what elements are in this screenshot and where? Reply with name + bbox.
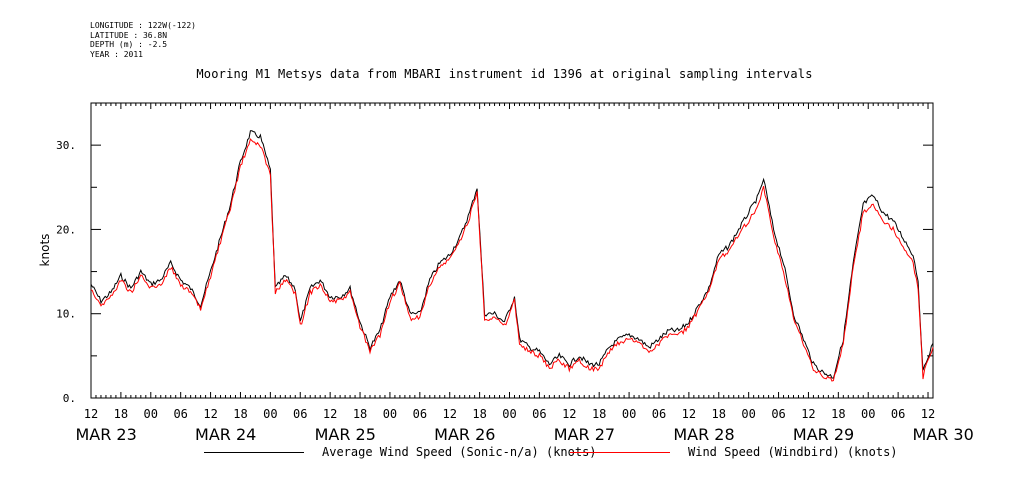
x-date-label: MAR 30 [912, 425, 973, 444]
x-hour-tick-label: 00 [144, 407, 158, 421]
x-hour-tick-label: 12 [84, 407, 98, 421]
x-hour-tick-label: 18 [712, 407, 726, 421]
x-hour-tick-label: 18 [353, 407, 367, 421]
x-date-label: MAR 23 [75, 425, 136, 444]
x-hour-tick-label: 00 [622, 407, 636, 421]
series-line-1 [90, 138, 934, 382]
x-hour-tick-label: 12 [442, 407, 456, 421]
x-hour-tick-label: 12 [562, 407, 576, 421]
chart-title: Mooring M1 Metsys data from MBARI instru… [196, 67, 813, 81]
x-hour-tick-label: 00 [861, 407, 875, 421]
legend-label-sonic: Average Wind Speed (Sonic-n/a) (knots) [322, 445, 597, 459]
x-hour-tick-label: 12 [801, 407, 815, 421]
latitude-text: LATITUDE : 36.8N [90, 30, 168, 40]
x-date-label: MAR 24 [195, 425, 256, 444]
series-line-0 [90, 130, 934, 379]
legend-entry-sonic: Average Wind Speed (Sonic-n/a) (knots) [204, 445, 597, 459]
x-hour-tick-label: 18 [233, 407, 247, 421]
legend-swatch-red [570, 452, 670, 453]
x-date-label: MAR 26 [434, 425, 495, 444]
legend-entry-windbird: Wind Speed (Windbird) (knots) [570, 445, 898, 459]
x-hour-tick-label: 06 [173, 407, 187, 421]
x-hour-tick-label: 06 [652, 407, 666, 421]
longitude-text: LONGITUDE : 122W(-122) [90, 21, 196, 30]
plot-frame [90, 102, 934, 399]
x-hour-tick-label: 00 [741, 407, 755, 421]
x-hour-tick-label: 06 [413, 407, 427, 421]
x-hour-tick-label: 00 [263, 407, 277, 421]
metadata-block: LONGITUDE : 122W(-122) LATITUDE : 36.8N … [90, 21, 196, 59]
y-tick-label: 20. [56, 223, 76, 236]
x-hour-tick-label: 00 [502, 407, 516, 421]
x-date-label: MAR 27 [554, 425, 615, 444]
x-hour-tick-label: 18 [472, 407, 486, 421]
legend-swatch-black [204, 452, 304, 453]
x-hour-tick-label: 18 [592, 407, 606, 421]
x-hour-tick-label: 06 [891, 407, 905, 421]
y-tick-label: 30. [56, 139, 76, 152]
x-hour-tick-label: 12 [323, 407, 337, 421]
y-axis-label: knots [38, 234, 52, 267]
x-hour-tick-label: 12 [921, 407, 935, 421]
x-date-label: MAR 29 [793, 425, 854, 444]
legend-label-windbird: Wind Speed (Windbird) (knots) [688, 445, 898, 459]
x-hour-tick-label: 06 [771, 407, 785, 421]
x-hour-tick-label: 06 [293, 407, 307, 421]
x-date-label: MAR 28 [673, 425, 734, 444]
x-hour-tick-label: 18 [831, 407, 845, 421]
x-hour-tick-label: 06 [532, 407, 546, 421]
depth-text: DEPTH (m) : -2.5 [90, 40, 168, 49]
x-hour-tick-label: 12 [682, 407, 696, 421]
x-hour-tick-label: 18 [114, 407, 128, 421]
x-date-label: MAR 25 [315, 425, 376, 444]
year-text: YEAR : 2011 [90, 49, 143, 59]
y-tick-label: 0. [63, 392, 76, 405]
x-hour-tick-label: 12 [203, 407, 217, 421]
y-tick-label: 10. [56, 308, 76, 321]
x-hour-tick-label: 00 [383, 407, 397, 421]
